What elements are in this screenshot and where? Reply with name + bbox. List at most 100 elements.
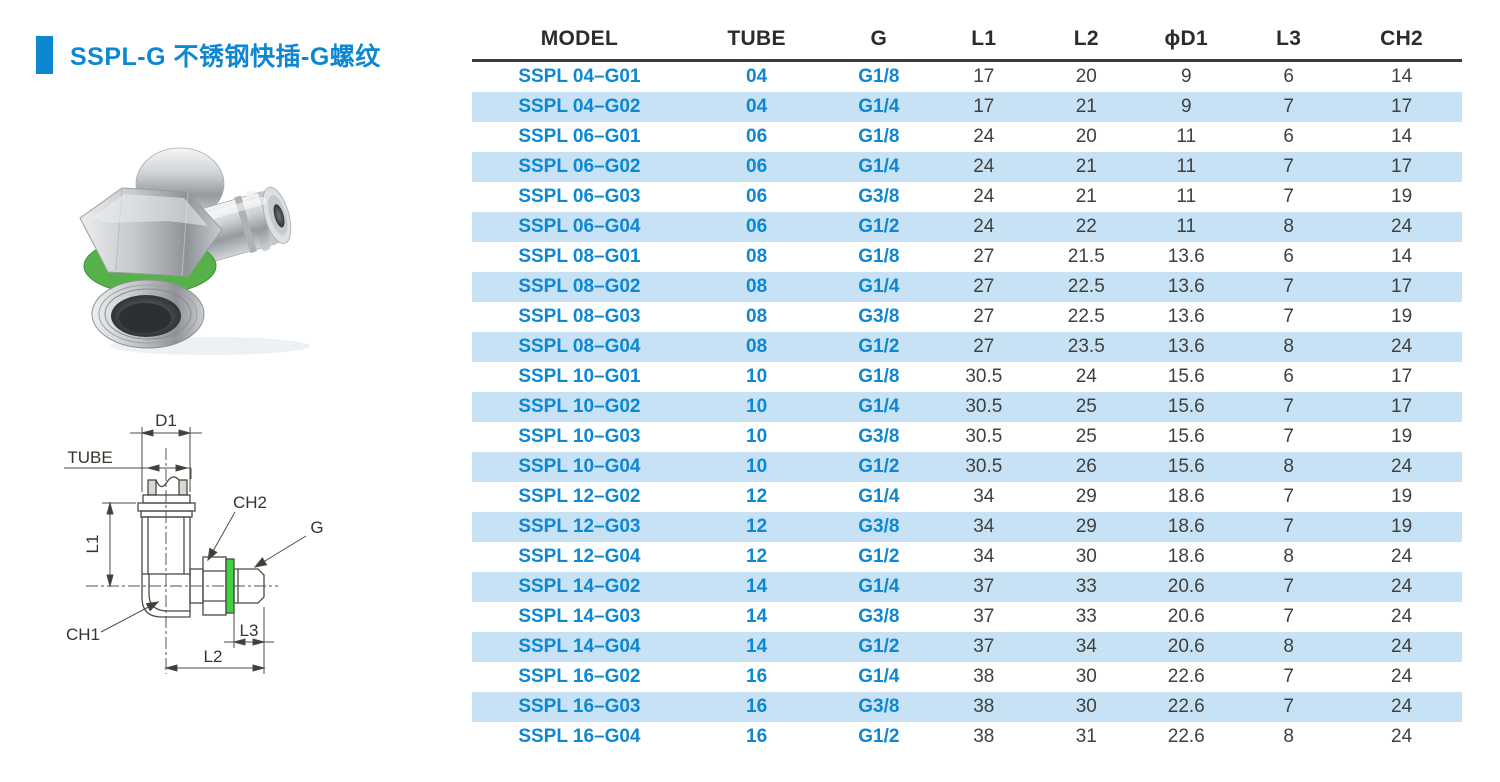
table-cell: 30.5	[965, 396, 1003, 417]
table-cell: 18.6	[1167, 546, 1205, 567]
column-header-g: G	[826, 18, 932, 62]
table-row: SSPL 12–G03 12 G3/8 34 29 18.6 7 19	[472, 512, 1462, 542]
table-cell: 16	[746, 666, 768, 687]
table-cell: 17	[1391, 366, 1413, 387]
table-cell: 25	[1075, 426, 1097, 447]
table-cell: G1/2	[858, 216, 900, 237]
table-cell: 14	[1391, 126, 1413, 147]
dim-label-g: G	[310, 518, 323, 537]
table-cell: 17	[1391, 156, 1413, 177]
table-cell: 29	[1075, 486, 1097, 507]
table-cell: 17	[973, 66, 995, 87]
table-row: SSPL 16–G03 16 G3/8 38 30 22.6 7 24	[472, 692, 1462, 722]
table-cell: 12	[746, 516, 768, 537]
table-cell: 38	[973, 666, 995, 687]
table-cell: G1/2	[858, 336, 900, 357]
table-cell: 14	[746, 606, 768, 627]
table-cell: 20	[1075, 126, 1097, 147]
table-row: SSPL 08–G04 08 G1/2 27 23.5 13.6 8 24	[472, 332, 1462, 362]
table-cell: 31	[1075, 726, 1097, 747]
table-cell: 10	[746, 456, 768, 477]
dim-label-tube: TUBE	[67, 448, 112, 467]
table-cell: 22.6	[1167, 726, 1205, 747]
table-cell: SSPL 08–G02	[518, 276, 641, 297]
table-cell: 33	[1075, 606, 1097, 627]
page-header: SSPL-G 不锈钢快插-G螺纹	[36, 36, 381, 74]
table-cell: 30.5	[965, 456, 1003, 477]
table-cell: 20.6	[1167, 576, 1205, 597]
table-cell: 7	[1283, 306, 1294, 327]
table-cell: 9	[1180, 66, 1192, 87]
table-cell: G3/8	[858, 426, 900, 447]
column-header-d1: ϕD1	[1136, 18, 1237, 62]
table-cell: SSPL 08–G03	[518, 306, 641, 327]
table-cell: 21	[1075, 96, 1097, 117]
table-cell: 34	[973, 546, 995, 567]
table-cell: 29	[1075, 516, 1097, 537]
table-cell: 22.5	[1067, 306, 1105, 327]
table-cell: G1/4	[858, 276, 900, 297]
table-cell: SSPL 12–G04	[518, 546, 641, 567]
table-cell: 8	[1283, 336, 1294, 357]
table-cell: 24	[973, 186, 995, 207]
table-cell: 15.6	[1167, 456, 1205, 477]
table-cell: 30	[1075, 546, 1097, 567]
table-cell: 27	[973, 276, 995, 297]
table-cell: G1/4	[858, 396, 900, 417]
table-cell: 24	[973, 156, 995, 177]
table-cell: G3/8	[858, 696, 900, 717]
table-cell: 27	[973, 306, 995, 327]
table-cell: 6	[1283, 246, 1294, 267]
table-cell: 11	[1176, 126, 1197, 147]
column-header-l3: L3	[1236, 18, 1342, 62]
elbow-fitting-drawing: D1 TUBE L1 CH2 G CH1 L3 L2	[64, 411, 324, 674]
table-cell: 8	[1283, 546, 1294, 567]
spec-table: MODEL TUBE G L1 L2 ϕD1 L3 CH2 SSPL 04–G0…	[472, 18, 1462, 752]
table-cell: SSPL 04–G01	[518, 66, 641, 87]
table-cell: 04	[746, 66, 768, 87]
table-cell: 8	[1283, 726, 1294, 747]
table-cell: G3/8	[858, 186, 900, 207]
table-cell: 6	[1283, 66, 1294, 87]
table-cell: 20.6	[1167, 606, 1205, 627]
table-cell: 33	[1075, 576, 1097, 597]
table-cell: G1/8	[858, 66, 900, 87]
column-header-model: MODEL	[472, 18, 687, 62]
table-cell: G1/2	[858, 546, 900, 567]
table-cell: 27	[973, 336, 995, 357]
table-cell: 6	[1283, 366, 1294, 387]
dim-label-l1: L1	[83, 535, 102, 554]
table-cell: 16	[746, 726, 768, 747]
table-cell: 14	[746, 576, 768, 597]
table-cell: 37	[973, 606, 995, 627]
table-cell: 24	[1391, 726, 1413, 747]
table-cell: 7	[1283, 186, 1294, 207]
table-cell: 7	[1283, 576, 1294, 597]
table-cell: 8	[1283, 636, 1294, 657]
table-cell: 17	[1391, 276, 1413, 297]
table-cell: 11	[1176, 156, 1197, 177]
table-cell: SSPL 06–G01	[518, 126, 641, 147]
table-cell: 24	[1391, 456, 1413, 477]
column-header-l2: L2	[1036, 18, 1137, 62]
table-cell: 34	[973, 516, 995, 537]
table-cell: 19	[1391, 186, 1413, 207]
table-cell: SSPL 10–G02	[518, 396, 641, 417]
table-cell: 7	[1283, 96, 1294, 117]
table-cell: 7	[1283, 156, 1294, 177]
table-cell: SSPL 16–G03	[518, 696, 641, 717]
table-cell: G3/8	[858, 516, 900, 537]
table-cell: 11	[1176, 186, 1197, 207]
table-cell: 24	[1391, 696, 1413, 717]
table-cell: 06	[746, 126, 768, 147]
table-cell: 7	[1283, 396, 1294, 417]
table-cell: 18.6	[1167, 516, 1205, 537]
table-cell: 24	[1391, 216, 1413, 237]
table-cell: 20	[1075, 66, 1097, 87]
table-cell: 22.6	[1167, 666, 1205, 687]
table-cell: 13.6	[1167, 246, 1205, 267]
table-cell: G3/8	[858, 606, 900, 627]
table-cell: 14	[1391, 66, 1413, 87]
table-cell: 7	[1283, 606, 1294, 627]
